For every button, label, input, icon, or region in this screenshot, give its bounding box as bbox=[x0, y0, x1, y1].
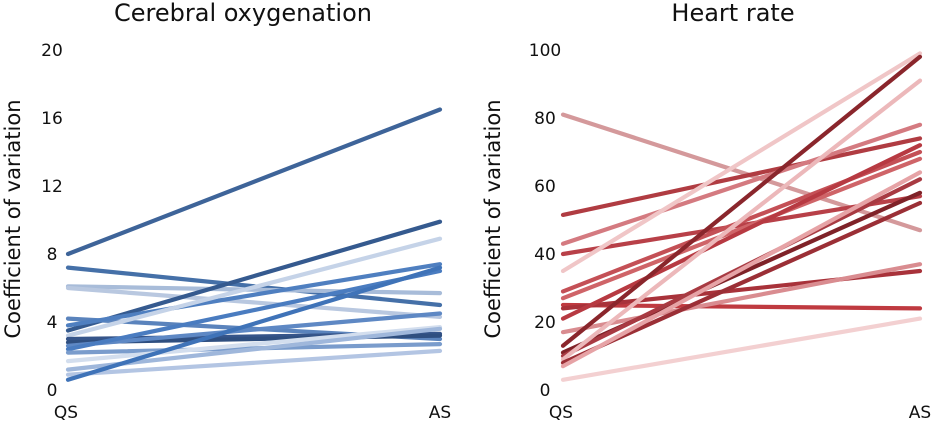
cerebral-oxygenation-series-line-3 bbox=[65, 284, 443, 296]
cerebral-oxygenation-y-tick-label: 12 bbox=[41, 177, 63, 197]
cerebral-oxygenation-series-line-14 bbox=[65, 325, 443, 364]
heart-rate-series-line-11 bbox=[560, 262, 923, 335]
cerebral-oxygenation-series-line-8 bbox=[65, 236, 443, 338]
cerebral-oxygenation-series-line-7 bbox=[65, 262, 443, 328]
heart-rate-series-line-2 bbox=[560, 136, 923, 217]
heart-rate-title: Heart rate bbox=[671, 0, 794, 27]
heart-rate-y-tick-label: 0 bbox=[540, 381, 551, 401]
heart-rate-y-tick-label: 60 bbox=[534, 177, 556, 197]
heart-rate-series-line-12 bbox=[560, 54, 923, 348]
cerebral-oxygenation-series-line-16 bbox=[65, 348, 443, 377]
heart-rate-y-tick-label: 20 bbox=[534, 313, 556, 333]
cerebral-oxygenation-series-line-11 bbox=[65, 311, 443, 348]
heart-rate-panel: Heart rate Coefficient of variation 0 20 4… bbox=[481, 0, 931, 423]
heart-rate-y-ticks: 0 20 40 60 80 100 bbox=[529, 41, 561, 401]
heart-rate-series-line-17 bbox=[560, 170, 923, 369]
cerebral-oxygenation-series-line-5 bbox=[65, 219, 443, 333]
heart-rate-y-tick-label: 40 bbox=[534, 245, 556, 265]
cerebral-oxygenation-series-line-17 bbox=[65, 265, 443, 382]
heart-rate-series-line-3 bbox=[560, 122, 923, 246]
heart-rate-y-axis-label: Coefficient of variation bbox=[481, 99, 505, 338]
cerebral-oxygenation-y-tick-label: 4 bbox=[47, 313, 58, 333]
cerebral-oxygenation-panel: Cerebral oxygenation Coefficient of vari… bbox=[1, 0, 451, 423]
cerebral-oxygenation-x-tick-label: AS bbox=[429, 403, 451, 423]
cerebral-oxygenation-y-axis-label: Coefficient of variation bbox=[1, 99, 25, 338]
cerebral-oxygenation-y-ticks: 0 4 8 12 16 20 bbox=[41, 41, 63, 401]
cerebral-oxygenation-y-tick-label: 8 bbox=[47, 245, 58, 265]
cerebral-oxygenation-y-tick-label: 0 bbox=[47, 381, 58, 401]
heart-rate-x-ticks: QS AS bbox=[549, 403, 931, 423]
heart-rate-x-tick-label: AS bbox=[909, 403, 931, 423]
cerebral-oxygenation-x-ticks: QS AS bbox=[54, 403, 451, 423]
heart-rate-series-line-7 bbox=[560, 156, 923, 301]
heart-rate-y-tick-label: 80 bbox=[534, 109, 556, 129]
cerebral-oxygenation-x-tick-label: QS bbox=[54, 403, 78, 423]
heart-rate-series-line-10 bbox=[560, 143, 923, 321]
cerebral-oxygenation-series-line-1 bbox=[65, 107, 443, 257]
heart-rate-series-line-15 bbox=[560, 78, 923, 362]
heart-rate-series-lines bbox=[560, 51, 923, 382]
cerebral-oxygenation-series-line-12 bbox=[65, 268, 443, 352]
heart-rate-y-tick-label: 100 bbox=[529, 41, 561, 61]
heart-rate-x-tick-label: QS bbox=[549, 403, 573, 423]
cerebral-oxygenation-title: Cerebral oxygenation bbox=[114, 0, 372, 27]
cerebral-oxygenation-y-tick-label: 16 bbox=[41, 109, 63, 129]
heart-rate-series-line-8 bbox=[560, 302, 923, 311]
cerebral-oxygenation-series-lines bbox=[65, 107, 443, 382]
heart-rate-series-line-5 bbox=[560, 51, 923, 274]
cerebral-oxygenation-y-tick-label: 20 bbox=[41, 41, 63, 61]
heart-rate-series-line-18 bbox=[560, 316, 923, 382]
cerebral-oxygenation-series-line-4 bbox=[65, 285, 443, 319]
